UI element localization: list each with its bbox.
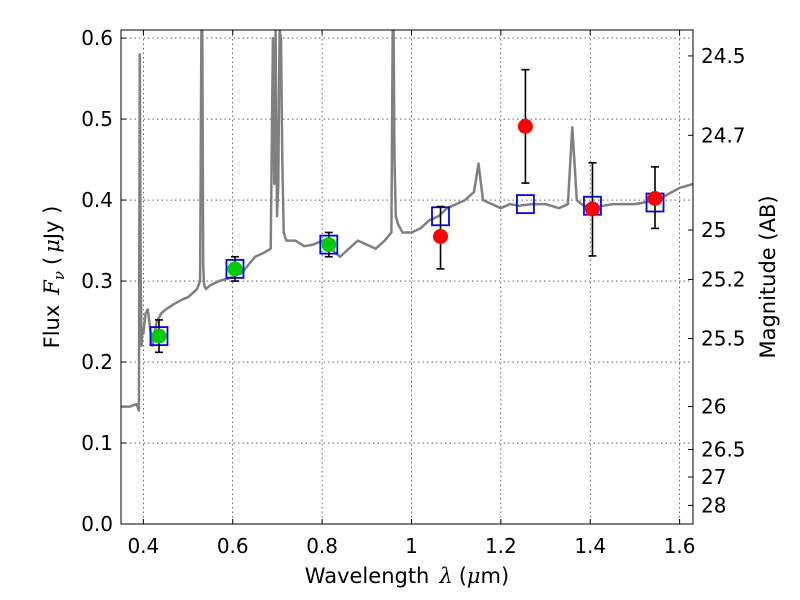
x-tick-label: 1.6 — [664, 534, 696, 558]
y-tick-label: 0.2 — [81, 350, 113, 374]
near-ir-data-point — [433, 229, 449, 245]
axes-frame — [120, 29, 694, 525]
y2-tick-label: 28 — [701, 493, 726, 517]
x-tick-label: 1 — [405, 534, 418, 558]
near-ir-data-point — [517, 118, 533, 134]
x-tick-label: 1.2 — [485, 534, 517, 558]
y-tick-label: 0.3 — [81, 269, 113, 293]
y-axis-title: FluxFν(μJy ) — [40, 206, 68, 349]
y2-tick-label: 26.5 — [701, 437, 746, 461]
near-ir-data-point — [647, 190, 663, 206]
x-tick-label: 0.6 — [217, 534, 249, 558]
optical-data-point — [151, 328, 167, 344]
data-point-layer — [151, 118, 663, 344]
x-tick-label: 0.8 — [306, 534, 338, 558]
y2-tick-label: 26 — [701, 395, 726, 419]
optical-data-point — [227, 261, 243, 277]
spectrum-layer — [121, 30, 693, 412]
y-tick-label: 0.1 — [81, 431, 113, 455]
plot-area — [121, 30, 693, 412]
y2-tick-label: 25 — [701, 218, 726, 242]
y2-tick-label: 25.5 — [701, 327, 746, 351]
y-tick-label: 0.0 — [81, 512, 113, 536]
optical-data-point — [321, 237, 337, 253]
y2-tick-label: 25.2 — [701, 267, 746, 291]
y2-tick-label: 24.5 — [701, 44, 746, 68]
y2-tick-label: 24.7 — [701, 123, 746, 147]
x-tick-label: 0.4 — [127, 534, 159, 558]
y2-axis: 24.5 24.7 25 25.2 25.5 26 26.5 27 28 — [688, 44, 746, 517]
x-tick-label: 1.4 — [574, 534, 606, 558]
y2-tick-label: 27 — [701, 465, 726, 489]
y-axis: 0.0 0.1 0.2 0.3 0.4 0.5 0.6 — [81, 26, 126, 536]
x-axis-title: Wavelength λ (μm) — [305, 564, 509, 588]
model-photometry-square — [516, 194, 535, 215]
x-axis: 0.4 0.6 0.8 1 1.2 1.4 1.6 — [127, 30, 696, 558]
spectrum-line — [121, 30, 693, 412]
y-tick-label: 0.5 — [81, 107, 113, 131]
y2-axis-title: Magnitude (AB) — [756, 195, 780, 358]
near-ir-data-point — [584, 201, 600, 217]
y-tick-label: 0.6 — [81, 26, 113, 50]
y-tick-label: 0.4 — [81, 188, 113, 212]
